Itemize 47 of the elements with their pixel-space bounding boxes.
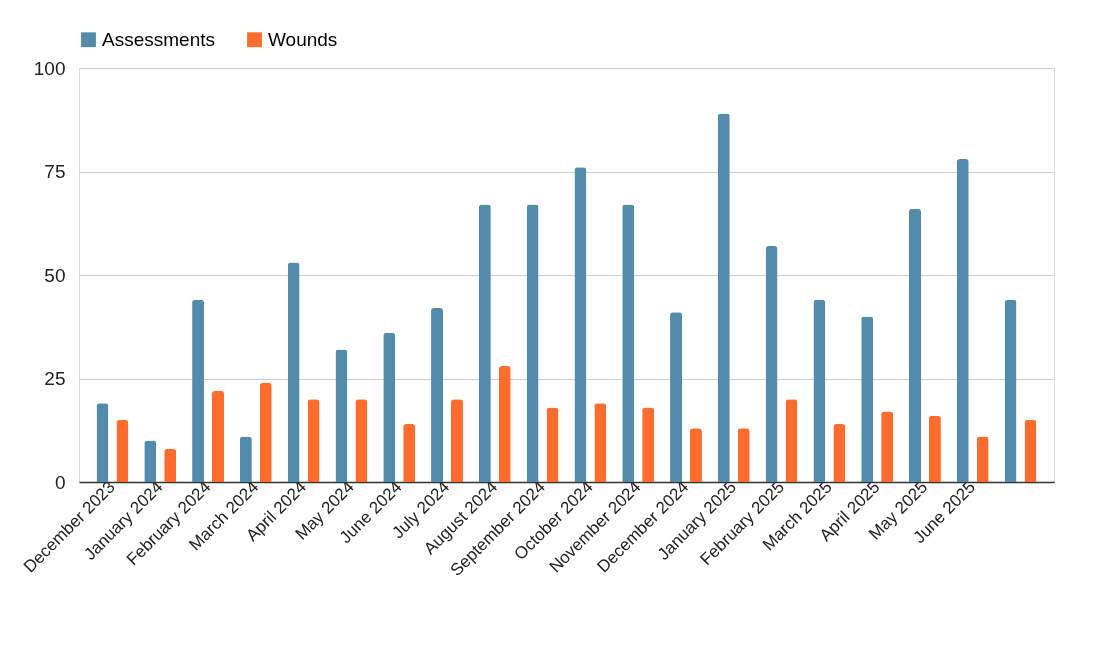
bar — [239, 436, 252, 482]
bar — [785, 399, 798, 482]
bar — [861, 316, 874, 482]
bar — [287, 262, 300, 482]
bar — [622, 204, 635, 482]
bar — [909, 208, 921, 482]
y-tick-label: 75 — [44, 161, 66, 182]
bar — [717, 113, 730, 482]
bar — [928, 415, 941, 482]
bar — [383, 332, 396, 482]
bar — [164, 448, 177, 482]
bar — [116, 419, 129, 482]
y-tick-label: 100 — [33, 57, 66, 79]
bar — [96, 403, 109, 482]
bar — [1004, 299, 1017, 482]
bar — [1024, 419, 1037, 482]
bar — [881, 411, 894, 482]
bar — [335, 349, 348, 482]
legend-label: Assessments — [102, 28, 215, 50]
bar — [956, 159, 969, 482]
bar — [813, 299, 826, 482]
bar — [498, 366, 511, 482]
bar — [478, 204, 491, 482]
bar — [212, 390, 224, 482]
y-tick-label: 0 — [54, 471, 66, 493]
bar — [765, 246, 778, 482]
bar — [574, 167, 587, 482]
bar — [594, 403, 607, 482]
bar — [403, 424, 416, 482]
legend-label: Wounds — [268, 28, 338, 50]
bar — [642, 407, 655, 482]
bar — [259, 382, 272, 482]
bar — [833, 424, 846, 482]
bar — [450, 399, 463, 482]
bar — [976, 436, 989, 482]
bar — [431, 308, 444, 482]
bar — [670, 312, 683, 482]
y-tick-label: 50 — [44, 264, 66, 286]
y-tick-label: 25 — [44, 368, 66, 389]
bar — [546, 407, 559, 482]
bar — [689, 428, 702, 482]
bar — [144, 440, 157, 482]
bar — [307, 399, 320, 482]
bar — [192, 299, 205, 482]
bar — [526, 204, 539, 482]
bar — [355, 399, 368, 482]
bar — [737, 428, 750, 482]
